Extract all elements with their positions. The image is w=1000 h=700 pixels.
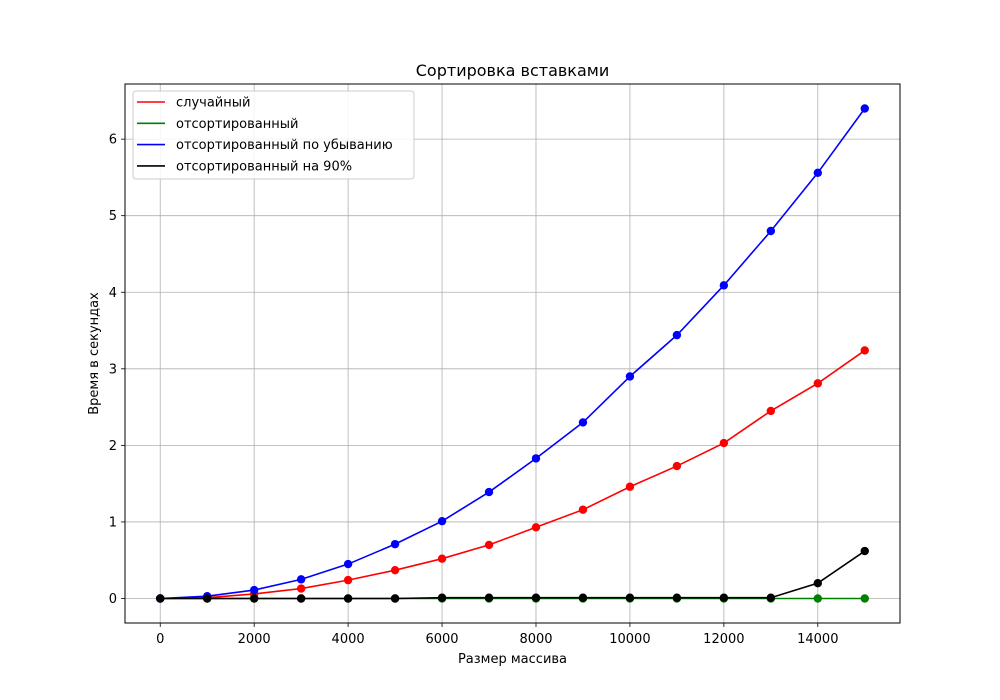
x-tick-label: 6000 bbox=[425, 632, 458, 647]
y-tick-label: 4 bbox=[109, 286, 117, 301]
data-point bbox=[719, 438, 729, 448]
data-point bbox=[625, 372, 635, 381]
data-point bbox=[437, 516, 447, 526]
data-point bbox=[766, 406, 776, 416]
y-tick-label: 6 bbox=[109, 133, 117, 148]
series-line bbox=[160, 550, 866, 600]
data-point bbox=[813, 168, 822, 178]
data-point bbox=[813, 578, 822, 588]
data-point bbox=[625, 593, 635, 602]
series-line bbox=[160, 349, 866, 600]
y-axis-label: Время в секундах bbox=[87, 292, 102, 415]
data-point bbox=[531, 454, 541, 463]
x-tick-label: 10000 bbox=[609, 632, 650, 647]
data-point bbox=[156, 594, 165, 603]
data-point bbox=[860, 594, 869, 603]
y-tick-label: 1 bbox=[109, 515, 117, 530]
x-tick-label: 14000 bbox=[797, 632, 838, 647]
data-point bbox=[437, 554, 447, 563]
data-point bbox=[719, 281, 729, 290]
plot-frame bbox=[124, 83, 901, 624]
data-point bbox=[296, 594, 306, 603]
x-tick-label: 2000 bbox=[238, 632, 271, 647]
series-layer bbox=[156, 104, 869, 603]
data-point bbox=[437, 593, 447, 602]
data-point bbox=[672, 461, 682, 471]
data-point bbox=[813, 594, 822, 603]
data-point bbox=[578, 418, 588, 427]
data-point bbox=[766, 226, 776, 236]
x-tick-label: 4000 bbox=[332, 632, 365, 647]
data-point bbox=[860, 104, 869, 113]
data-point bbox=[390, 539, 400, 549]
y-tick-label: 5 bbox=[109, 209, 117, 224]
data-point bbox=[343, 594, 353, 603]
series-4 bbox=[156, 546, 869, 603]
series-line bbox=[160, 108, 866, 600]
legend-label: отсортированный по убыванию bbox=[176, 138, 393, 153]
legend-box bbox=[132, 90, 415, 180]
data-point bbox=[672, 593, 682, 602]
data-point bbox=[484, 593, 494, 602]
data-point bbox=[249, 594, 259, 603]
x-tick-label: 0 bbox=[156, 632, 164, 647]
data-point bbox=[860, 346, 869, 355]
y-tick-label: 0 bbox=[109, 592, 117, 607]
data-point bbox=[719, 593, 729, 602]
data-point bbox=[390, 565, 400, 575]
data-point bbox=[860, 546, 869, 556]
data-point bbox=[249, 585, 259, 595]
data-point bbox=[578, 505, 588, 514]
data-point bbox=[766, 593, 776, 602]
data-point bbox=[343, 559, 353, 569]
legend-label: случайный bbox=[176, 96, 250, 111]
x-tick-label: 8000 bbox=[519, 632, 552, 647]
data-point bbox=[672, 330, 682, 340]
data-point bbox=[531, 593, 541, 602]
legend: случайный отсортированный отсортированный … bbox=[132, 90, 415, 180]
data-point bbox=[296, 575, 306, 584]
data-point bbox=[531, 523, 541, 532]
data-point bbox=[625, 482, 635, 491]
data-point bbox=[343, 575, 353, 585]
legend-label: отсортированный bbox=[176, 117, 298, 132]
x-tick-label: 12000 bbox=[703, 632, 744, 647]
data-point bbox=[390, 594, 400, 603]
chart-title: Сортировка вставками bbox=[416, 61, 609, 80]
x-axis-label: Размер массива bbox=[458, 652, 567, 667]
data-point bbox=[578, 593, 588, 602]
data-point bbox=[484, 487, 494, 497]
y-tick-label: 3 bbox=[109, 362, 117, 377]
data-point bbox=[813, 379, 822, 388]
data-point bbox=[203, 594, 212, 603]
ticks: 0 2000 4000 6000 8000 10000 12000 14000 0 1 2 3 4 5 6 bbox=[109, 133, 839, 647]
data-point bbox=[484, 540, 494, 550]
legend-label: отсортированный на 90% bbox=[176, 159, 352, 174]
y-tick-label: 2 bbox=[109, 439, 117, 454]
data-point bbox=[296, 584, 306, 593]
